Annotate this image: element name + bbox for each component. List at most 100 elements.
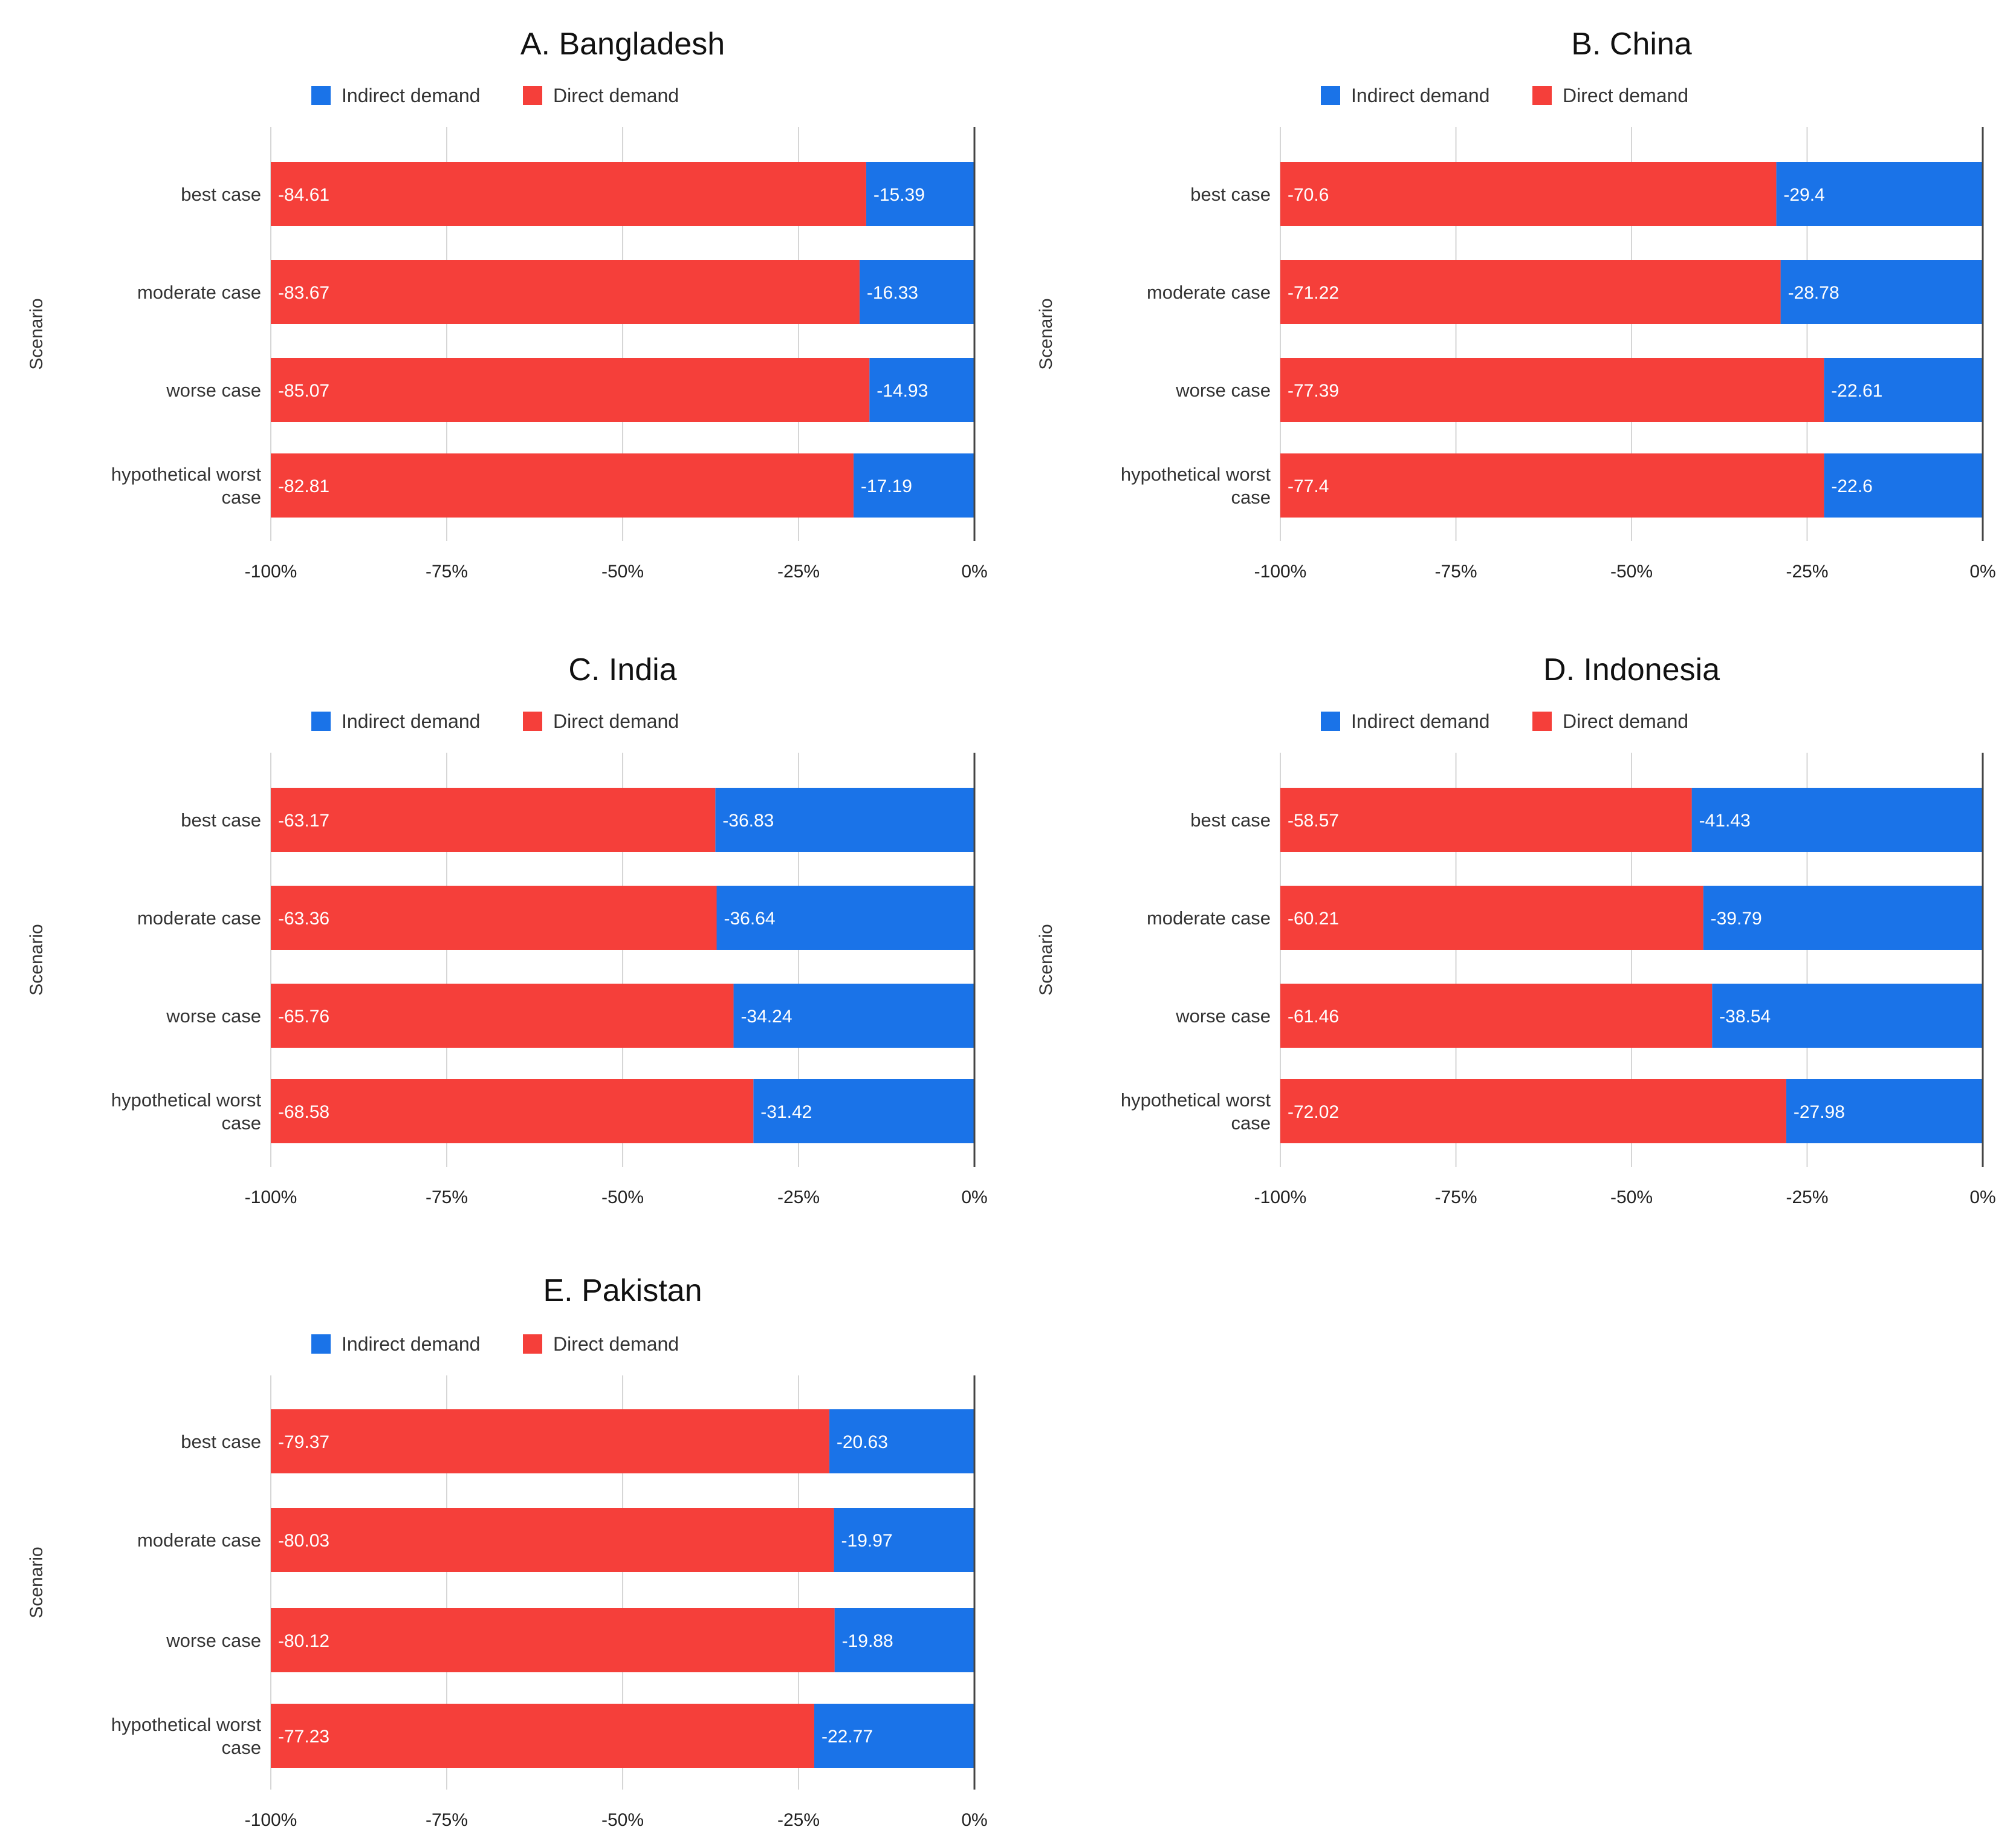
data-label: -60.21 [1288, 909, 1339, 929]
legend: Indirect demand Direct demand [311, 1333, 679, 1355]
data-label: -31.42 [760, 1102, 812, 1122]
data-label: -19.88 [842, 1631, 893, 1651]
bar-direct-demand-hypothetical-worst-case [271, 1704, 814, 1768]
bar-direct-demand-worse-case [271, 358, 870, 422]
bar-indirect-demand-best-case [866, 162, 974, 226]
x-tick-label: -25% [1786, 1187, 1828, 1207]
category-label: best case [181, 184, 261, 205]
bar-indirect-demand-moderate-case [716, 886, 974, 950]
data-label: -20.63 [837, 1432, 888, 1452]
data-label: -15.39 [873, 185, 925, 205]
chart-title: B. China [1571, 27, 1692, 62]
x-tick-label: 0% [961, 1187, 987, 1207]
x-tick-label: 0% [1969, 562, 1995, 582]
bar-indirect-demand-worse-case [1824, 358, 1983, 422]
bar-direct-demand-best-case [1280, 162, 1777, 226]
data-label: -63.17 [278, 811, 329, 831]
x-tick-label: -100% [245, 1810, 297, 1830]
bar-direct-demand-moderate-case [1280, 260, 1781, 324]
bar-indirect-demand-worse-case [869, 358, 974, 422]
category-label: hypothetical worst case [111, 464, 262, 508]
legend-label-indirect-demand: Indirect demand [342, 710, 480, 732]
category-label: worse case [1175, 380, 1271, 401]
bar-direct-demand-hypothetical-worst-case [271, 453, 854, 518]
legend-label-indirect-demand: Indirect demand [342, 85, 480, 106]
x-tick-label: -25% [777, 1187, 820, 1207]
data-label: -22.61 [1831, 381, 1882, 401]
legend-swatch-indirect-demand [1321, 712, 1340, 731]
data-label: -79.37 [278, 1432, 329, 1452]
bar-indirect-demand-worse-case [834, 1608, 974, 1672]
data-label: -36.83 [722, 811, 774, 831]
bar-indirect-demand-best-case [1776, 162, 1983, 226]
bar-direct-demand-best-case [271, 788, 716, 852]
panel-d-indonesia: D. Indonesia Indirect demand Direct demand… [1036, 652, 1996, 1207]
category-label: worse case [1175, 1005, 1271, 1027]
bar-direct-demand-best-case [271, 1409, 829, 1473]
bar-indirect-demand-moderate-case [1703, 886, 1983, 950]
data-label: -80.12 [278, 1631, 329, 1651]
x-tick-label: -50% [601, 562, 644, 582]
x-tick-label: -75% [426, 562, 468, 582]
legend-swatch-direct-demand [1532, 712, 1552, 731]
panel-b-china: B. China Indirect demand Direct demand -100… [1036, 27, 1996, 582]
data-label: -28.78 [1788, 283, 1839, 303]
category-label-line: hypothetical worst [1121, 464, 1271, 485]
data-label: -70.6 [1288, 185, 1329, 205]
bar-indirect-demand-worse-case [1712, 984, 1983, 1048]
y-axis-title: Scenario [1036, 924, 1056, 995]
x-tick-label: -75% [1434, 1187, 1477, 1207]
data-label: -17.19 [861, 476, 912, 496]
bar-direct-demand-best-case [271, 162, 866, 226]
data-label: -82.81 [278, 476, 329, 496]
legend-swatch-direct-demand [523, 86, 542, 105]
data-label: -77.4 [1288, 476, 1329, 496]
bar-indirect-demand-worse-case [733, 984, 974, 1048]
bar-direct-demand-hypothetical-worst-case [1280, 1079, 1786, 1143]
data-label: -14.93 [877, 381, 928, 401]
category-label-line: case [222, 1737, 261, 1758]
legend-swatch-indirect-demand [1321, 86, 1340, 105]
chart-title: E. Pakistan [543, 1273, 702, 1308]
category-label: hypothetical worst case [111, 1714, 262, 1758]
legend-swatch-direct-demand [523, 712, 542, 731]
x-tick-label: 0% [961, 1810, 987, 1830]
legend: Indirect demand Direct demand [311, 85, 679, 106]
legend-label-direct-demand: Direct demand [553, 85, 679, 106]
bar-direct-demand-moderate-case [271, 886, 717, 950]
bar-indirect-demand-best-case [1691, 788, 1983, 852]
chart-title: C. India [568, 652, 676, 687]
data-label: -22.77 [822, 1727, 873, 1747]
legend-label-direct-demand: Direct demand [1563, 85, 1688, 106]
legend-label-indirect-demand: Indirect demand [342, 1333, 480, 1355]
x-tick-label: -50% [1610, 1187, 1653, 1207]
category-label: hypothetical worst case [111, 1089, 262, 1134]
category-label: moderate case [137, 1530, 261, 1551]
x-tick-label: -25% [777, 1810, 820, 1830]
bar-direct-demand-moderate-case [271, 1508, 834, 1572]
chart-title: D. Indonesia [1543, 652, 1720, 687]
data-label: -58.57 [1288, 811, 1339, 831]
bar-indirect-demand-moderate-case [859, 260, 974, 324]
legend-label-direct-demand: Direct demand [1563, 710, 1688, 732]
data-label: -27.98 [1794, 1102, 1845, 1122]
bar-direct-demand-worse-case [271, 984, 734, 1048]
bar-indirect-demand-best-case [715, 788, 974, 852]
bar-indirect-demand-moderate-case [834, 1508, 974, 1572]
data-label: -36.64 [724, 909, 776, 929]
x-tick-label: -25% [1786, 562, 1828, 582]
legend: Indirect demand Direct demand [1321, 710, 1688, 732]
y-axis-title: Scenario [27, 924, 47, 995]
category-label: best case [1190, 810, 1271, 831]
panel-a-bangladesh: A. Bangladesh Indirect demand Direct deman… [27, 27, 988, 582]
category-label-line: hypothetical worst [1121, 1089, 1271, 1111]
category-label: best case [1190, 184, 1271, 205]
category-label-line: case [1231, 1112, 1271, 1134]
bar-indirect-demand-best-case [829, 1409, 974, 1473]
bar-direct-demand-best-case [1280, 788, 1692, 852]
x-tick-label: -50% [601, 1187, 644, 1207]
x-tick-label: -25% [777, 562, 820, 582]
data-label: -22.6 [1831, 476, 1872, 496]
legend-label-direct-demand: Direct demand [553, 710, 679, 732]
